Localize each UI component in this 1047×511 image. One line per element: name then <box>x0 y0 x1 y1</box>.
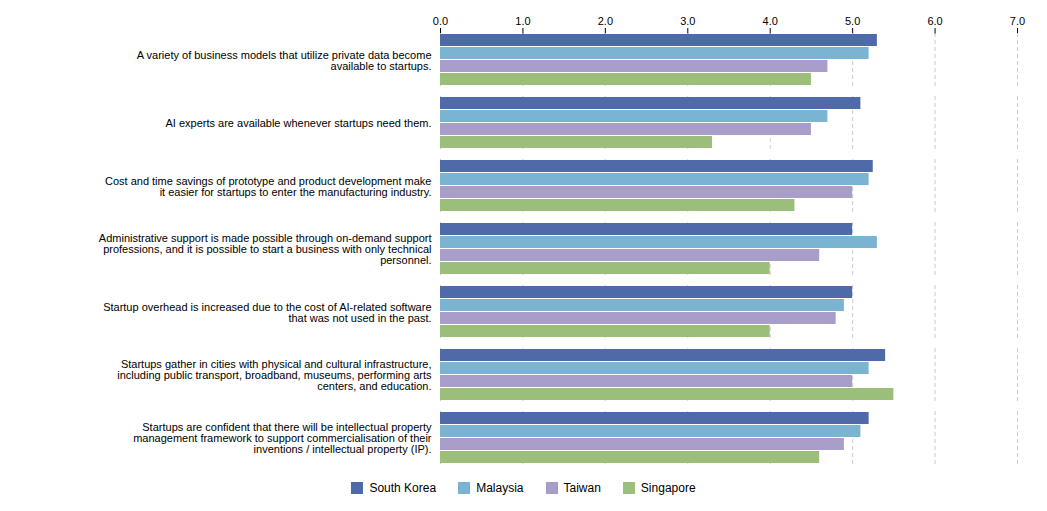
svg-text:1.0: 1.0 <box>515 15 530 27</box>
svg-text:Cost and time savings of proto: Cost and time savings of prototype and p… <box>105 175 432 198</box>
svg-text:5.0: 5.0 <box>845 15 860 27</box>
svg-text:Startups gather in cities with: Startups gather in cities with physical … <box>117 358 432 392</box>
svg-text:A variety of business models t: A variety of business models that utiliz… <box>137 49 432 72</box>
svg-text:6.0: 6.0 <box>927 15 942 27</box>
html-text:Malaysia: Malaysia <box>476 481 524 495</box>
svg-text:7.0: 7.0 <box>1010 15 1025 27</box>
svg-text:3.0: 3.0 <box>680 15 695 27</box>
svg-text:AI experts are available whene: AI experts are available whenever startu… <box>166 117 432 129</box>
svg-text:Startups are confident that th: Startups are confident that there will b… <box>133 421 432 455</box>
svg-text:Administrative support is made: Administrative support is made possible … <box>99 232 432 266</box>
html-text:Singapore: Singapore <box>640 481 696 495</box>
svg-text:Startup overhead is increased: Startup overhead is increased due to the… <box>103 301 431 324</box>
svg-text:4.0: 4.0 <box>763 15 778 27</box>
html-text:South Korea: South Korea <box>369 481 437 495</box>
svg-text:0.0: 0.0 <box>433 15 448 27</box>
html-text:Taiwan: Taiwan <box>563 481 601 495</box>
svg-text:2.0: 2.0 <box>598 15 613 27</box>
